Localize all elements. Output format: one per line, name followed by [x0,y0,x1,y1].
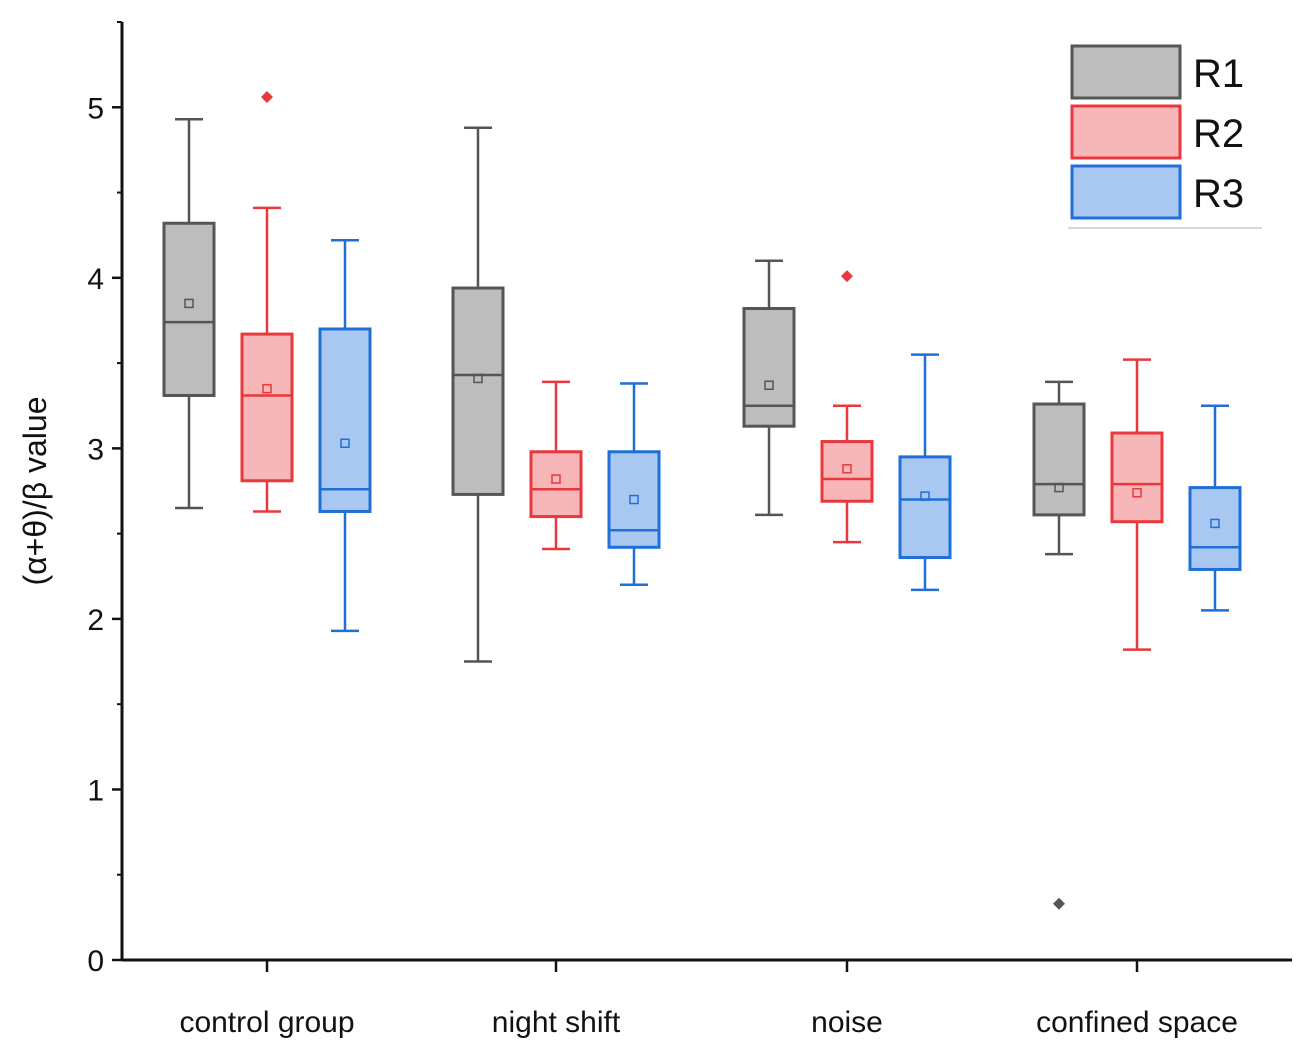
box-r2-1 [529,380,583,551]
mean-marker [551,474,561,484]
y-axis-title: (α+θ)/β value [17,397,53,586]
box-r3-0 [318,239,372,633]
series-r2 [240,91,1164,651]
mean-marker [1132,487,1142,498]
outlier-point [1053,897,1065,910]
outlier-point [841,270,853,283]
series-r1 [162,117,1086,910]
mean-marker [262,383,272,394]
legend-label: R1 [1193,52,1244,96]
box-r1-3 [1032,380,1086,910]
legend-item-r2: R2 [1070,104,1244,160]
mean-marker [842,464,852,474]
legend-swatch [1070,164,1182,220]
box-iqr [820,440,874,503]
mean-marker [920,491,930,501]
x-tick-label: control group [179,1006,354,1039]
y-tick-label: 0 [87,945,104,978]
mean-marker [1210,518,1220,529]
legend-item-r1: R1 [1070,44,1244,100]
y-tick-label: 1 [87,774,104,807]
legend-label: R2 [1193,112,1244,156]
mean-marker [473,373,483,384]
series-r3 [318,239,1242,633]
box-r1-2 [742,259,796,517]
box-r3-1 [607,382,661,587]
box-r2-0 [240,91,294,513]
box-iqr [162,221,216,397]
y-tick-label: 5 [87,92,104,125]
box-iqr [898,455,952,560]
box-iqr [451,286,505,496]
mean-marker [764,380,774,391]
box-r1-1 [451,126,505,663]
x-tick-label: confined space [1036,1006,1238,1039]
mean-marker [340,438,350,448]
legend: R1 R2 R3 [1068,44,1262,229]
x-tick-label: noise [811,1006,883,1039]
x-tick-label: night shift [492,1006,621,1039]
mean-marker [1054,482,1064,493]
legend-swatch [1070,104,1182,160]
box-iqr [742,307,796,428]
box-iqr [1032,402,1086,517]
y-tick-label: 3 [87,433,104,466]
legend-label: R3 [1193,172,1244,216]
box-r2-3 [1110,358,1164,651]
mean-marker [184,298,194,309]
plot-area [162,91,1242,910]
outlier-point [261,91,273,104]
legend-item-r3: R3 [1070,164,1244,220]
box-r3-3 [1188,404,1242,612]
y-tick-label: 4 [87,263,104,296]
box-r2-2 [820,270,874,544]
box-r1-0 [162,117,216,510]
box-iqr [607,450,661,549]
mean-marker [629,494,639,505]
y-tick-label: 2 [87,604,104,637]
box-r3-2 [898,353,952,592]
box-iqr [1110,431,1164,524]
box-iqr [529,450,583,519]
legend-swatch [1070,44,1182,100]
box-iqr [240,332,294,483]
box-iqr [1188,486,1242,571]
axes: 0 1 2 3 4 5 control group night shift noise confi… [17,21,1292,1039]
box-iqr [318,327,372,513]
